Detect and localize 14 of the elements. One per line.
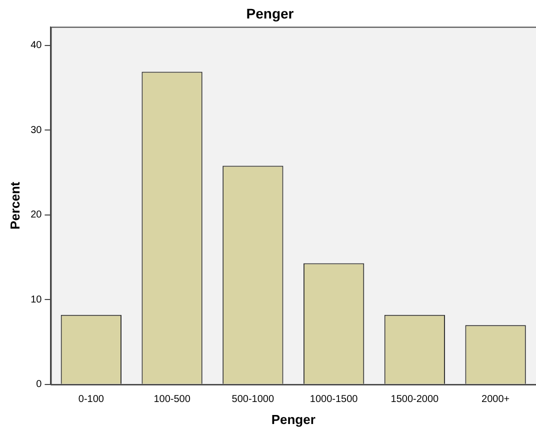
y-tick-label: 40 xyxy=(30,40,42,52)
x-tick-label: 1000-1500 xyxy=(310,394,358,406)
y-tick-label: 10 xyxy=(30,294,42,306)
x-tick-label: 2000+ xyxy=(482,394,510,406)
y-tick-label: 20 xyxy=(30,210,42,221)
y-axis-title: Percent xyxy=(7,181,22,230)
x-axis-title: Penger xyxy=(271,412,316,427)
x-tick-label: 0-100 xyxy=(78,394,104,406)
x-tick-label: 100-500 xyxy=(154,394,191,406)
x-tick-label: 500-1000 xyxy=(232,394,274,406)
y-tick-label: 0 xyxy=(36,379,42,390)
x-tick-label: 1500-2000 xyxy=(390,394,440,406)
chart-title: Penger xyxy=(246,5,294,22)
y-tick-label: 30 xyxy=(30,124,42,136)
